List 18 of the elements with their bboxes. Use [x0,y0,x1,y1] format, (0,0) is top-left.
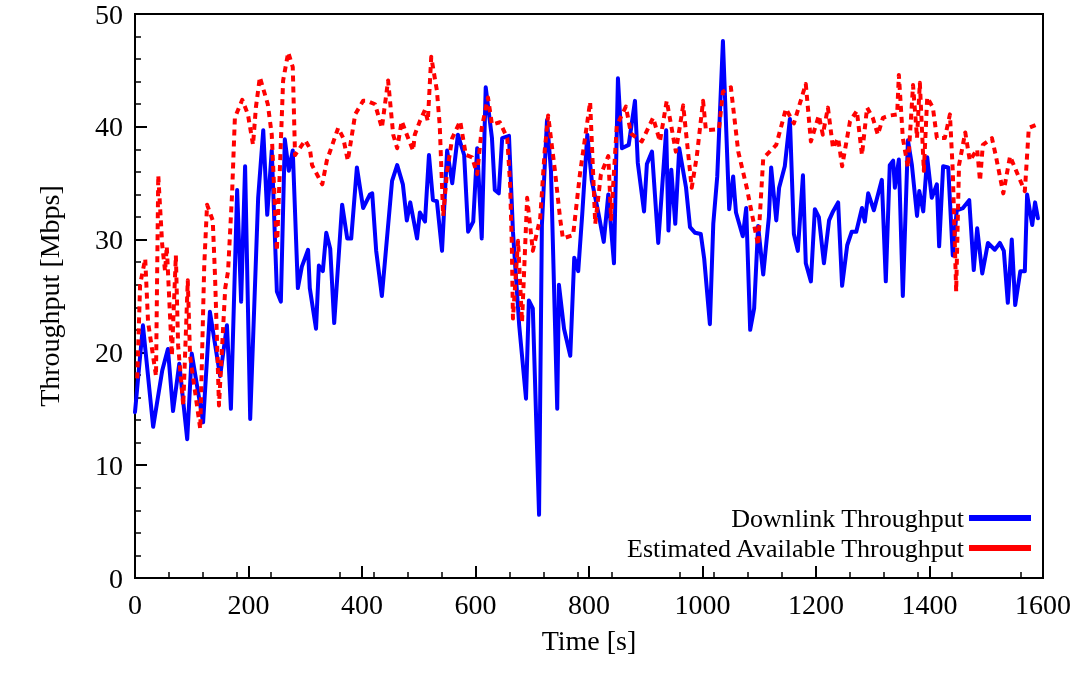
y-tick-label: 10 [95,449,123,481]
y-tick-label: 0 [109,562,123,594]
x-tick-label: 1200 [788,588,844,620]
y-tick-label: 30 [95,224,123,256]
y-tick-label: 50 [95,0,123,30]
x-tick-label: 800 [568,588,610,620]
y-tick-label: 20 [95,336,123,368]
x-tick-label: 1400 [901,588,958,620]
x-tick-label: 1000 [674,588,731,620]
legend-label: Downlink Throughput [731,503,965,533]
x-tick-label: 600 [454,588,497,620]
x-axis-title: Time [s] [541,624,637,656]
x-tick-label: 400 [341,588,383,620]
y-axis-title: Throughput [Mbps] [33,185,65,407]
x-tick-label: 1600 [1015,588,1071,620]
legend-label: Estimated Available Throughput [627,533,965,563]
x-tick-label: 200 [227,588,270,620]
y-tick-label: 40 [95,111,123,143]
